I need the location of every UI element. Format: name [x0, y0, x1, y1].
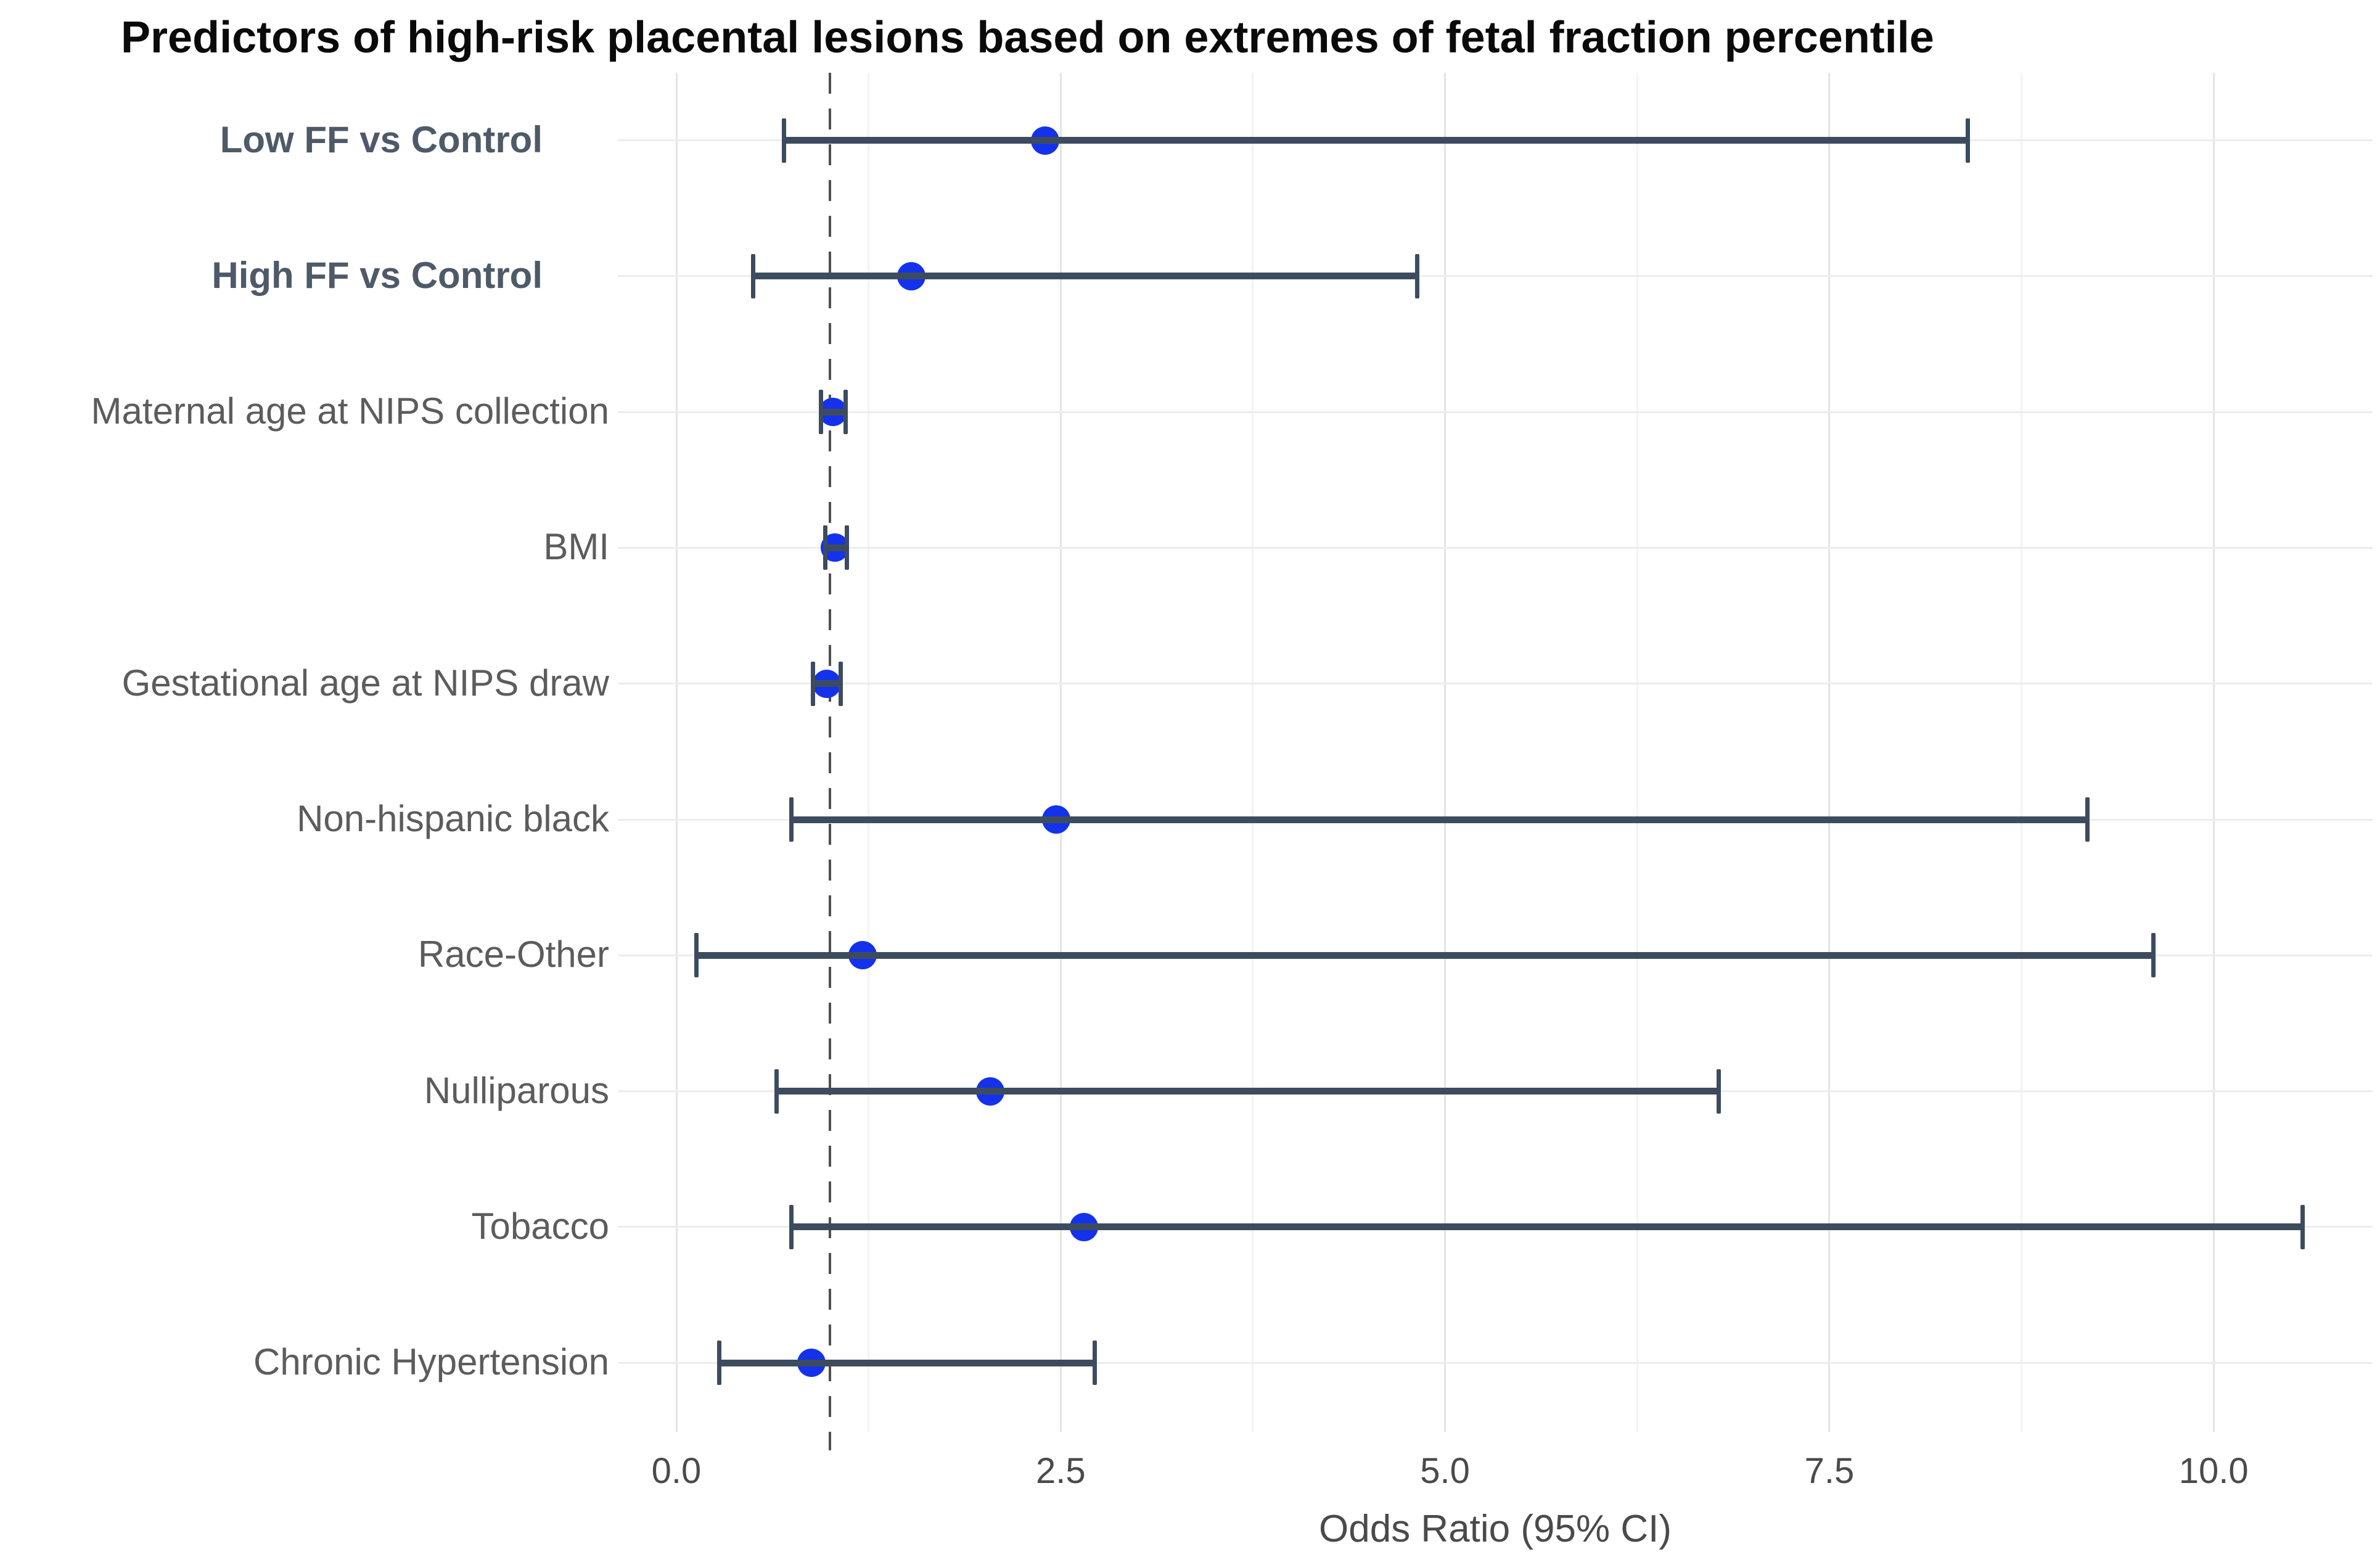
ci-error-bar	[825, 544, 847, 551]
row-label: Race-Other	[417, 934, 609, 976]
ci-cap	[839, 661, 843, 706]
ci-cap	[811, 661, 816, 706]
x-axis-title: Odds Ratio (95% CI)	[1319, 1508, 1672, 1550]
ci-cap	[789, 797, 794, 842]
ci-cap	[789, 1204, 794, 1249]
ci-cap	[1965, 118, 1970, 163]
ci-error-bar	[784, 137, 1968, 144]
y-major-gridline	[618, 1362, 2373, 1364]
y-major-gridline	[618, 683, 2373, 685]
x-minor-gridline	[868, 73, 870, 1432]
reference-line-or-1	[829, 73, 832, 1450]
row-label: Maternal age at NIPS collection	[91, 390, 609, 432]
ci-cap	[751, 253, 756, 298]
row-label: Low FF vs Control	[220, 118, 543, 160]
chart-title: Predictors of high-risk placental lesion…	[121, 13, 1934, 62]
y-major-gridline	[618, 546, 2373, 549]
ci-error-bar	[821, 408, 846, 416]
ci-error-bar	[776, 1088, 1719, 1095]
ci-error-bar	[791, 1223, 2303, 1231]
row-label: High FF vs Control	[211, 254, 543, 296]
row-label: BMI	[543, 526, 609, 568]
ci-cap	[774, 1069, 779, 1114]
ci-cap	[2151, 933, 2156, 978]
x-tick-label: 0.0	[651, 1451, 702, 1491]
ci-cap	[1092, 1341, 1097, 1386]
ci-cap	[845, 525, 850, 570]
ci-error-bar	[753, 273, 1418, 280]
row-label: Tobacco	[471, 1206, 609, 1247]
x-tick-label: 2.5	[1035, 1451, 1086, 1491]
ci-cap	[694, 933, 699, 978]
y-major-gridline	[618, 411, 2373, 413]
ci-error-bar	[813, 680, 841, 688]
x-major-gridline	[1444, 73, 1446, 1432]
ci-cap	[823, 525, 828, 570]
x-tick-label: 10.0	[2178, 1451, 2249, 1491]
x-tick-label: 7.5	[1804, 1451, 1855, 1491]
row-label: Nulliparous	[424, 1069, 609, 1111]
x-tick-label: 5.0	[1420, 1451, 1470, 1491]
ci-cap	[1716, 1069, 1721, 1114]
ci-cap	[717, 1341, 722, 1386]
ci-cap	[782, 118, 787, 163]
row-label: Non-hispanic black	[297, 798, 609, 840]
x-minor-gridline	[1252, 73, 1254, 1432]
row-label: Chronic Hypertension	[253, 1341, 609, 1383]
x-major-gridline	[1828, 73, 1831, 1432]
ci-cap	[1415, 253, 1420, 298]
ci-cap	[2085, 797, 2090, 842]
x-minor-gridline	[1636, 73, 1638, 1432]
ci-cap	[2300, 1204, 2305, 1249]
x-major-gridline	[675, 73, 678, 1432]
ci-error-bar	[696, 951, 2154, 959]
x-minor-gridline	[2021, 73, 2023, 1432]
row-label: Gestational age at NIPS draw	[121, 662, 609, 704]
x-major-gridline	[2212, 73, 2215, 1432]
y-major-gridline	[618, 275, 2373, 277]
ci-cap	[843, 390, 848, 435]
ci-cap	[818, 390, 823, 435]
x-major-gridline	[1059, 73, 1062, 1432]
ci-error-bar	[719, 1359, 1095, 1366]
ci-error-bar	[791, 816, 2088, 823]
